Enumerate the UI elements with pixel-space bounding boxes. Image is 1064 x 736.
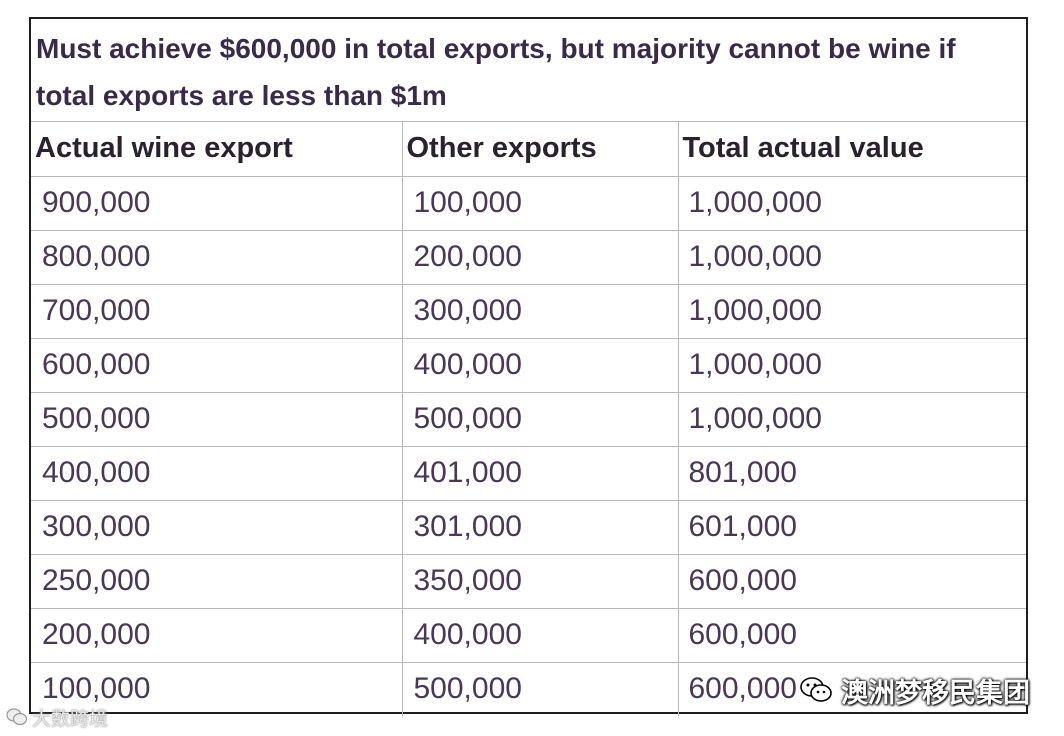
total-value-cell: 600,000 xyxy=(688,672,797,706)
header-other-exports: Other exports xyxy=(402,122,679,177)
export-table-frame: Must achieve $600,000 in total exports, … xyxy=(29,17,1028,716)
total-value-cell: 1,000,000 xyxy=(678,230,1026,285)
table-row: 500,000 500,000 1,000,000 xyxy=(31,392,1026,447)
header-total-actual-value: Total actual value xyxy=(678,122,1026,177)
total-value-cell: 1,000,000 xyxy=(678,392,1026,447)
table-row: 700,000 300,000 1,000,000 xyxy=(31,284,1026,339)
other-exports-cell: 301,000 xyxy=(402,500,679,555)
other-exports-cell: 400,000 xyxy=(402,338,679,393)
wine-export-cell: 400,000 xyxy=(31,446,403,501)
total-value-cell: 601,000 xyxy=(678,500,1026,555)
other-exports-cell: 401,000 xyxy=(402,446,679,501)
export-table: Actual wine export Other exports Total a… xyxy=(31,122,1026,716)
watermark-right-text: 澳洲梦移民集团 xyxy=(841,677,1030,708)
wechat-icon xyxy=(800,677,832,702)
total-value-cell: 801,000 xyxy=(678,446,1026,501)
wine-export-cell: 100,000 xyxy=(31,662,403,716)
total-value-cell: 1,000,000 xyxy=(678,284,1026,339)
table-row: 600,000 400,000 1,000,000 xyxy=(31,338,1026,393)
other-exports-cell: 500,000 xyxy=(402,662,679,716)
table-row: 100,000 500,000 600,000 xyxy=(31,662,1026,716)
table-row: 250,000 350,000 600,000 xyxy=(31,554,1026,609)
table-row: 400,000 401,000 801,000 xyxy=(31,446,1026,501)
wine-export-cell: 800,000 xyxy=(31,230,403,285)
table-title: Must achieve $600,000 in total exports, … xyxy=(31,19,1026,122)
wine-export-cell: 600,000 xyxy=(31,338,403,393)
wine-export-cell: 250,000 xyxy=(31,554,403,609)
watermark-left: 大数跨境 xyxy=(6,704,108,730)
total-value-cell: 600,000 xyxy=(678,608,1026,663)
header-actual-wine-export: Actual wine export xyxy=(31,122,403,177)
watermark-left-text: 大数跨境 xyxy=(32,708,109,730)
table-row: 800,000 200,000 1,000,000 xyxy=(31,230,1026,285)
watermark-right: 澳洲梦移民集团 xyxy=(799,672,1030,708)
table-row: 900,000 100,000 1,000,000 xyxy=(31,176,1026,231)
other-exports-cell: 300,000 xyxy=(402,284,679,339)
wine-export-cell: 200,000 xyxy=(31,608,403,663)
wine-export-cell: 900,000 xyxy=(31,176,403,231)
table-row: 300,000 301,000 601,000 xyxy=(31,500,1026,555)
header-row: Actual wine export Other exports Total a… xyxy=(31,122,1026,177)
other-exports-cell: 100,000 xyxy=(402,176,679,231)
total-value-cell: 600,000 xyxy=(678,554,1026,609)
other-exports-cell: 500,000 xyxy=(402,392,679,447)
wine-export-cell: 300,000 xyxy=(31,500,403,555)
other-exports-cell: 200,000 xyxy=(402,230,679,285)
total-value-cell: 1,000,000 xyxy=(678,338,1026,393)
total-value-cell: 1,000,000 xyxy=(678,176,1026,231)
wine-export-cell: 700,000 xyxy=(31,284,403,339)
wechat-icon xyxy=(6,708,28,726)
other-exports-cell: 400,000 xyxy=(402,608,679,663)
wine-export-cell: 500,000 xyxy=(31,392,403,447)
table-row: 200,000 400,000 600,000 xyxy=(31,608,1026,663)
other-exports-cell: 350,000 xyxy=(402,554,679,609)
